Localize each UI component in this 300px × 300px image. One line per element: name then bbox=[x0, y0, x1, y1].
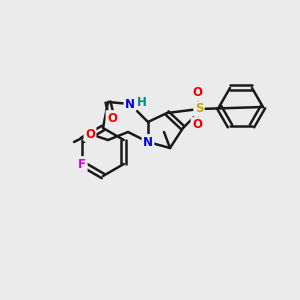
Text: H: H bbox=[137, 95, 147, 109]
Text: O: O bbox=[192, 86, 202, 100]
Text: S: S bbox=[195, 103, 203, 116]
Text: O: O bbox=[85, 128, 95, 140]
Text: O: O bbox=[192, 118, 202, 131]
Text: N: N bbox=[125, 98, 135, 110]
Text: N: N bbox=[143, 136, 153, 148]
Text: F: F bbox=[78, 158, 86, 170]
Text: O: O bbox=[107, 112, 117, 124]
